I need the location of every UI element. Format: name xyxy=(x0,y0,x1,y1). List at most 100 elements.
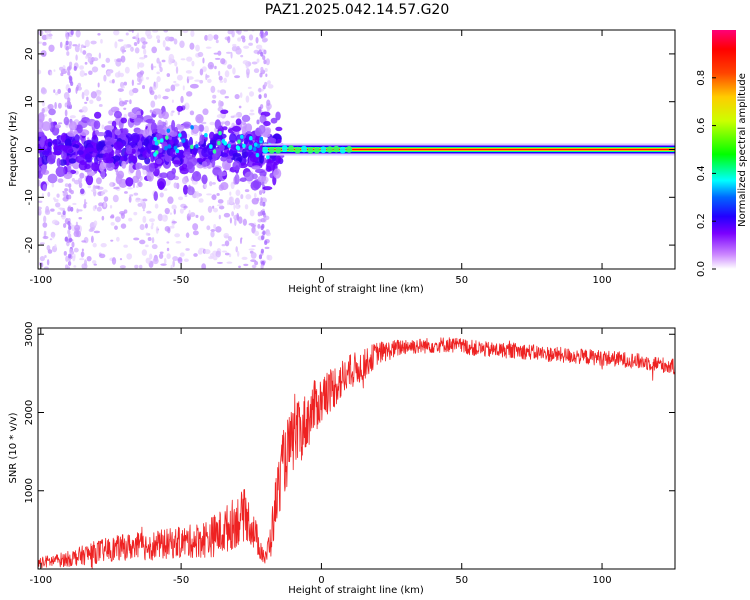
spectrogram-blob xyxy=(173,38,178,45)
spectrogram-bright-spot xyxy=(242,143,246,149)
spectrogram-blob xyxy=(119,265,126,269)
spectrogram-blob xyxy=(110,222,115,226)
spectrogram-blob xyxy=(47,191,51,198)
colorbar-label: Normalized spectral amplitude xyxy=(737,73,748,227)
spectrogram-blob xyxy=(52,138,62,145)
spectrogram-artifact xyxy=(260,264,264,269)
spectrogram-artifact xyxy=(67,70,71,76)
spectrogram-blob xyxy=(224,252,230,256)
spectrogram-blob xyxy=(260,218,266,223)
spectrogram-blob xyxy=(72,202,77,206)
spectrogram-blob xyxy=(68,158,77,164)
spectrogram-blob xyxy=(220,181,229,191)
spectrogram-blob xyxy=(123,244,128,248)
spectrogram-blob xyxy=(267,80,271,85)
spectrogram-blob xyxy=(139,70,145,75)
spectrogram-blob xyxy=(254,230,260,237)
spectrogram-blob xyxy=(232,160,242,171)
spectrogram-artifact xyxy=(65,45,69,51)
spectrogram-blob xyxy=(202,108,209,116)
spectrogram-blob xyxy=(92,57,99,62)
spectrogram-blob xyxy=(179,130,188,142)
spectrogram-blob xyxy=(109,204,113,209)
spectrogram-bright-spot xyxy=(217,140,221,146)
spectrogram-blob xyxy=(75,155,85,163)
spectrogram-blob xyxy=(235,189,241,196)
spectrogram-blob xyxy=(235,118,242,126)
spectrogram-blob xyxy=(97,32,101,36)
spectrogram-blob xyxy=(114,41,118,49)
spectrogram-blob xyxy=(223,212,231,218)
spectrogram-x-ticks: -100 -50 0 50 100 xyxy=(29,30,612,286)
spectrogram-blob xyxy=(101,215,105,221)
spectrogram-bright-spot xyxy=(209,144,213,149)
spectrogram-blob xyxy=(104,136,113,147)
spectrogram-blob xyxy=(101,124,105,130)
spectrogram-blob xyxy=(248,248,255,251)
spectrogram-blob xyxy=(90,40,97,45)
spectrogram-blob xyxy=(251,173,258,180)
spectrogram-blob xyxy=(201,121,207,125)
spectrogram-blob xyxy=(139,264,143,269)
spectrogram-blob xyxy=(248,222,255,226)
spectrogram-blob xyxy=(245,68,250,76)
spectrogram-blob xyxy=(42,235,49,240)
spectrogram-artifact xyxy=(262,32,266,38)
spectrogram-bright-spot xyxy=(223,141,227,146)
spectrogram-blob xyxy=(159,251,164,254)
spectrogram-blob xyxy=(38,206,42,210)
spectrogram-blob xyxy=(153,65,157,69)
spectrogram-blob xyxy=(195,191,200,199)
spectrogram-blob xyxy=(251,61,258,65)
spectrogram-blob xyxy=(84,164,91,170)
spectrogram-blob xyxy=(232,67,236,75)
spectrogram-blob xyxy=(153,191,158,201)
spectrogram-ridge-blob xyxy=(294,146,301,154)
spectrogram-blob xyxy=(150,100,156,108)
spectrogram-blob xyxy=(166,247,170,252)
spectrogram-blob xyxy=(235,246,238,253)
colorbar-tick-label: 0.4 xyxy=(696,165,707,181)
spectrogram-blob xyxy=(123,154,128,162)
spectrogram-blob xyxy=(131,79,134,86)
spectrogram-blob xyxy=(232,152,242,157)
spectrogram-blob xyxy=(156,128,166,134)
spectrogram-blob xyxy=(169,225,175,229)
spectrogram-blob xyxy=(93,120,101,130)
spectrogram-blob xyxy=(171,99,174,103)
spectrogram-blob xyxy=(276,138,282,144)
spectrogram-artifact xyxy=(67,261,72,266)
spectrogram-blob xyxy=(155,81,159,89)
spectrogram-bright-spot xyxy=(240,134,244,139)
spectrogram-blob xyxy=(41,193,44,198)
spectrogram-artifact xyxy=(263,93,268,99)
spectrogram-blob xyxy=(162,40,166,48)
spectrogram-artifact xyxy=(69,248,73,254)
spectrogram-blob xyxy=(177,196,184,201)
spectrogram-blob xyxy=(121,160,127,169)
spectrogram-blob xyxy=(214,119,222,130)
spectrogram-blob xyxy=(238,105,242,109)
spectrogram-blob xyxy=(38,41,43,44)
spectrogram-blob xyxy=(137,181,143,188)
spectrogram-artifact xyxy=(68,225,72,231)
spectrogram-blob xyxy=(192,223,199,231)
colorbar-tick-label: 0.8 xyxy=(696,70,707,86)
spectrogram-blob xyxy=(120,55,126,63)
spectrogram-blob xyxy=(135,162,143,170)
spectrogram-blob xyxy=(171,220,177,224)
spectrogram-blob xyxy=(113,110,123,119)
spectrogram-blob xyxy=(96,141,103,152)
spectrogram-blob xyxy=(191,171,202,182)
spectrogram-blob xyxy=(220,58,226,65)
spectrogram-blob xyxy=(201,66,207,72)
spectrogram-blob xyxy=(206,74,210,78)
spectrogram-blob xyxy=(56,157,61,167)
spectrogram-blob xyxy=(210,230,215,238)
spectrogram-blob xyxy=(84,61,88,65)
spectrogram-blob xyxy=(231,125,241,132)
spectrogram-blob xyxy=(76,208,79,214)
spectrogram-blob xyxy=(201,263,207,269)
spectrogram-blob xyxy=(113,30,120,36)
